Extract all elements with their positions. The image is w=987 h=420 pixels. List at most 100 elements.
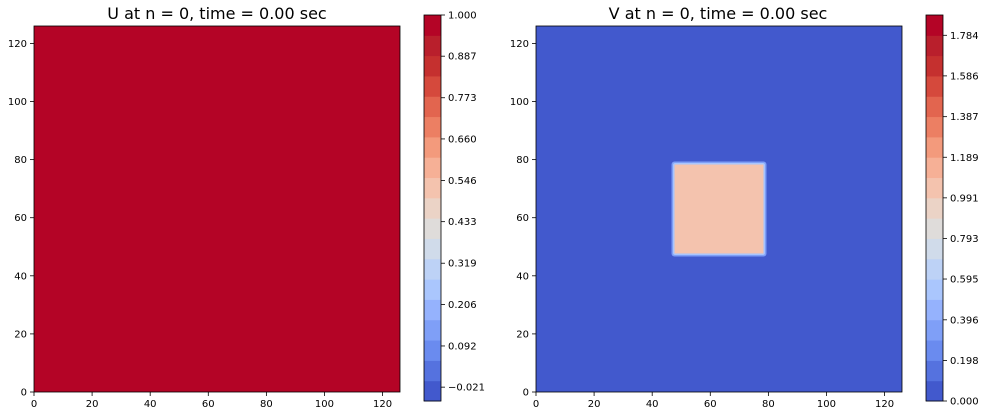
colorbar-frame — [423, 14, 442, 402]
axes-frame — [535, 25, 903, 393]
colorbar-band — [424, 238, 441, 260]
colorbar-tick-label: 1.387 — [950, 112, 979, 123]
colorbar-tick-label: 1.784 — [950, 31, 979, 42]
plot-area-v — [535, 25, 903, 393]
colorbar-band — [926, 238, 943, 260]
colorbar-tick-label: 1.000 — [448, 11, 477, 22]
x-tick-label: 80 — [260, 399, 273, 410]
x-tick-label: 120 — [875, 399, 894, 410]
colorbar-band — [926, 340, 943, 361]
colorbar-band — [424, 75, 441, 97]
colorbar-tick-label: 0.595 — [950, 275, 979, 286]
colorbar-band — [424, 279, 441, 300]
y-tick-label: 100 — [510, 97, 529, 108]
x-tick-label: 120 — [373, 399, 392, 410]
colorbar-band — [926, 35, 943, 57]
x-tick-label: 80 — [762, 399, 775, 410]
colorbar-band — [424, 218, 441, 239]
colorbar-tick-label: 0.793 — [950, 234, 979, 245]
y-tick-label: 20 — [14, 329, 27, 340]
colorbar-tick-label: 0.396 — [950, 315, 979, 326]
colorbar-band — [926, 15, 943, 36]
colorbar-tick-label: 1.586 — [950, 71, 979, 82]
x-tick-label: 20 — [588, 399, 601, 410]
x-tick-label: 100 — [817, 399, 836, 410]
colorbar-band — [424, 258, 441, 280]
y-ticks-u: 0 20 40 60 80 100 120 — [8, 39, 34, 399]
colorbar-band — [424, 340, 441, 361]
x-ticks-u: 0 20 40 60 80 100 120 — [31, 392, 392, 410]
y-tick-label: 20 — [516, 329, 529, 340]
colorbar-tick-label: 0.000 — [950, 397, 979, 408]
colorbar-band — [424, 299, 441, 321]
colorbar-band — [926, 136, 943, 158]
y-tick-label: 60 — [516, 213, 529, 224]
colorbar-tick-label: 0.092 — [448, 341, 477, 352]
y-tick-label: 60 — [14, 213, 27, 224]
plot-area-u — [33, 25, 401, 393]
panel-u: U at n = 0, time = 0.00 sec 0 20 40 60 80 100… — [8, 4, 485, 410]
x-tick-label: 0 — [533, 399, 539, 410]
colorbar-band — [926, 279, 943, 300]
colorbar-tick-label: 0.991 — [950, 193, 979, 204]
x-tick-label: 20 — [86, 399, 99, 410]
y-tick-label: 80 — [14, 155, 27, 166]
colorbar-u: −0.021 0.092 0.206 0.319 0.433 0.546 0.660 0.77… — [423, 11, 485, 402]
x-ticks-v: 0 20 40 60 80 100 120 — [533, 392, 894, 410]
colorbar-band — [926, 157, 943, 179]
colorbar-band — [424, 197, 441, 219]
y-tick-label: 80 — [516, 155, 529, 166]
x-tick-label: 60 — [202, 399, 215, 410]
x-tick-label: 40 — [144, 399, 157, 410]
square-patch — [674, 164, 764, 254]
chart-title-v: V at n = 0, time = 0.00 sec — [609, 4, 828, 23]
colorbar-band — [926, 319, 943, 341]
colorbar-band — [424, 116, 441, 138]
colorbar-band — [424, 35, 441, 57]
colorbar-band — [926, 177, 943, 199]
colorbar-frame — [925, 14, 944, 402]
colorbar-band — [926, 96, 943, 118]
colorbar-tick-label: 0.546 — [448, 176, 477, 187]
colorbar-tick-label: 0.660 — [448, 134, 477, 145]
y-tick-label: 40 — [14, 271, 27, 282]
colorbar-band — [926, 197, 943, 219]
colorbar-band — [424, 360, 441, 382]
colorbar-band — [926, 299, 943, 321]
y-tick-label: 120 — [510, 39, 529, 50]
colorbar-tick-label: 0.773 — [448, 93, 477, 104]
colorbar-band — [926, 116, 943, 138]
colorbar-band — [424, 96, 441, 118]
colorbar-tick-label: 0.198 — [950, 356, 979, 367]
colorbar-tick-label: 1.189 — [950, 153, 979, 164]
colorbar-band — [926, 218, 943, 239]
colorbar-band — [926, 75, 943, 97]
axes-frame — [33, 25, 401, 393]
x-tick-label: 60 — [704, 399, 717, 410]
colorbar-v: 0.000 0.198 0.396 0.595 0.793 0.991 1.189 1.387… — [925, 14, 979, 408]
panel-v: V at n = 0, time = 0.00 sec 0 20 40 60 80 100… — [510, 4, 979, 410]
x-tick-label: 100 — [315, 399, 334, 410]
colorbar-band — [926, 380, 943, 402]
colorbar-band — [926, 360, 943, 382]
chart-title-u: U at n = 0, time = 0.00 sec — [107, 4, 326, 23]
colorbar-band — [424, 380, 441, 402]
y-tick-label: 0 — [523, 388, 529, 399]
colorbar-band — [926, 55, 943, 77]
colorbar-tick-label: 0.206 — [448, 300, 477, 311]
y-tick-label: 100 — [8, 97, 27, 108]
y-tick-label: 120 — [8, 39, 27, 50]
colorbar-band — [424, 55, 441, 77]
field-fill — [34, 26, 400, 392]
colorbar-band — [424, 177, 441, 199]
colorbar-tick-label: 0.433 — [448, 217, 477, 228]
colorbar-tick-label: 0.887 — [448, 52, 477, 63]
colorbar-band — [424, 136, 441, 158]
y-tick-label: 0 — [21, 388, 27, 399]
y-ticks-v: 0 20 40 60 80 100 120 — [510, 39, 536, 399]
colorbar-tick-label: −0.021 — [448, 383, 485, 394]
y-tick-label: 40 — [516, 271, 529, 282]
colorbar-tick-label: 0.319 — [448, 259, 477, 270]
colorbar-band — [926, 258, 943, 280]
